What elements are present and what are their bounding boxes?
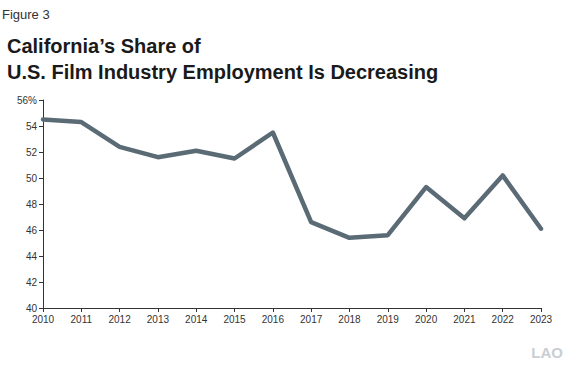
svg-text:2021: 2021 bbox=[453, 314, 476, 325]
svg-text:46: 46 bbox=[26, 225, 38, 236]
svg-text:2022: 2022 bbox=[492, 314, 515, 325]
svg-text:56%: 56% bbox=[17, 95, 37, 106]
svg-text:50: 50 bbox=[26, 173, 38, 184]
svg-text:2020: 2020 bbox=[415, 314, 438, 325]
svg-text:2010: 2010 bbox=[32, 314, 55, 325]
svg-text:40: 40 bbox=[26, 303, 38, 314]
svg-text:2018: 2018 bbox=[338, 314, 361, 325]
svg-text:42: 42 bbox=[26, 277, 38, 288]
svg-text:2023: 2023 bbox=[530, 314, 553, 325]
svg-text:Figure 3: Figure 3 bbox=[2, 7, 50, 22]
svg-text:2015: 2015 bbox=[223, 314, 246, 325]
svg-text:2017: 2017 bbox=[300, 314, 323, 325]
svg-text:2014: 2014 bbox=[185, 314, 208, 325]
svg-text:44: 44 bbox=[26, 251, 38, 262]
svg-text:54: 54 bbox=[26, 121, 38, 132]
svg-text:California’s Share of: California’s Share of bbox=[7, 35, 201, 57]
svg-text:LAO: LAO bbox=[531, 344, 563, 361]
svg-text:2012: 2012 bbox=[108, 314, 131, 325]
svg-text:48: 48 bbox=[26, 199, 38, 210]
svg-text:52: 52 bbox=[26, 147, 38, 158]
svg-text:2019: 2019 bbox=[377, 314, 400, 325]
svg-text:2013: 2013 bbox=[147, 314, 170, 325]
svg-text:2016: 2016 bbox=[262, 314, 285, 325]
svg-text:U.S. Film Industry Employment: U.S. Film Industry Employment Is Decreas… bbox=[7, 61, 438, 83]
svg-text:2011: 2011 bbox=[71, 314, 93, 325]
